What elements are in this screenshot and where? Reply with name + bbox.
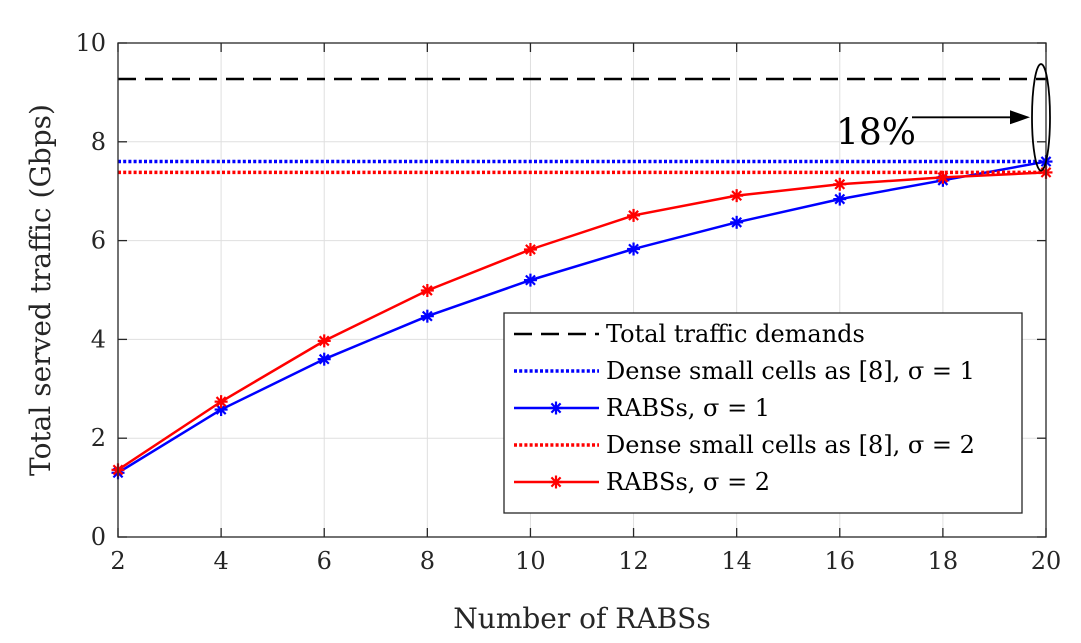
y-axis-label: Total served traffic (Gbps) [24,104,57,476]
series-layer [111,77,1053,480]
series-4-marker [936,170,950,184]
legend-label-2: RABSs, σ = 1 [606,394,770,422]
series-2-marker [627,242,641,256]
x-tick-label: 12 [618,547,649,575]
series-4-marker [833,177,847,191]
legend-marker-2 [549,401,563,415]
legend-label-3: Dense small cells as [8], σ = 2 [606,431,975,459]
y-tick-label: 10 [75,29,106,57]
annotation-arrow-head [1010,110,1030,125]
y-tick-label: 4 [91,325,106,353]
series-4-marker [523,242,537,256]
x-axis-label: Number of RABSs [453,602,710,635]
series-line-2 [117,160,1047,474]
series-4-marker [420,283,434,297]
x-tick-label: 10 [515,547,546,575]
x-tick-label: 8 [420,547,435,575]
series-4-marker [214,395,228,409]
legend-marker-4 [549,475,563,489]
series-4-marker [317,334,331,348]
annotation-label: 18% [836,112,916,153]
y-tick-label: 8 [91,128,106,156]
legend-label-0: Total traffic demands [606,320,865,348]
series-4-marker [730,189,744,203]
x-tick-label: 16 [825,547,856,575]
legend-label-4: RABSs, σ = 2 [606,468,770,496]
series-line-4 [117,171,1047,471]
series-2-marker [317,352,331,366]
annotation-layer: 18% [836,63,1051,172]
y-tick-label: 0 [91,523,106,551]
y-tick-label: 6 [91,227,106,255]
series-4-marker [627,208,641,222]
legend-box [503,312,1023,514]
legend-label-1: Dense small cells as [8], σ = 1 [606,357,975,385]
series-2-marker [420,309,434,323]
x-tick-label: 4 [213,547,228,575]
plot-box [117,42,1047,538]
y-tick-label: 2 [91,424,106,452]
x-tick-label: 6 [317,547,332,575]
series-2-marker [730,215,744,229]
legend-layer: Total traffic demands Dense small cells a… [503,312,1023,514]
x-tick-label: 20 [1031,547,1062,575]
x-tick-label: 2 [110,547,125,575]
series-2-marker [523,273,537,287]
x-tick-label: 18 [928,547,959,575]
x-tick-label: 14 [721,547,752,575]
series-2-marker [833,192,847,206]
annotation-ellipse [1031,63,1051,172]
